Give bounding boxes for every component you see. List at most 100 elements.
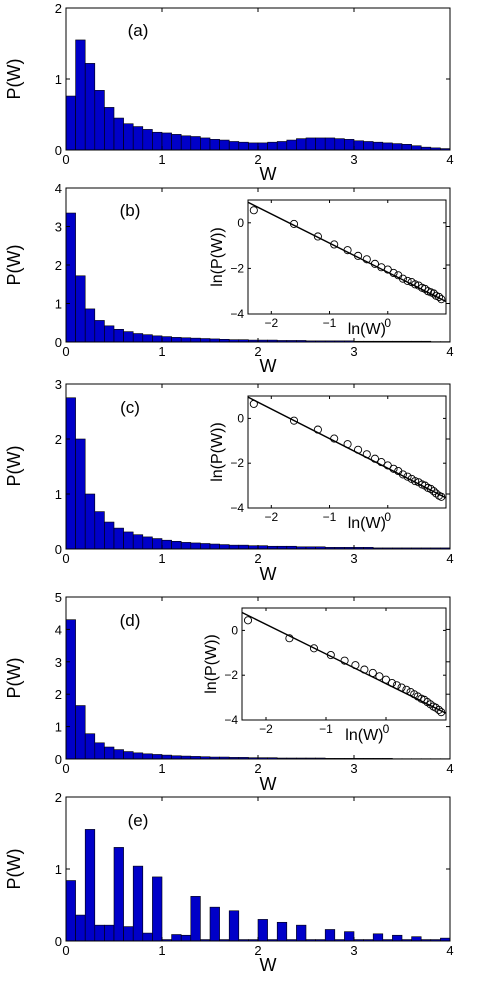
- bar: [152, 335, 163, 343]
- inset-x-tick-label: −2: [264, 510, 278, 524]
- y-tick-label: 2: [55, 258, 62, 273]
- panel-label: (b): [120, 201, 141, 220]
- bar: [334, 138, 345, 151]
- bar: [65, 95, 76, 151]
- bar: [152, 876, 163, 942]
- data-point: [313, 232, 322, 241]
- x-tick-label: 4: [446, 152, 453, 167]
- y-axis-label: P(W): [4, 245, 24, 286]
- bar: [315, 137, 326, 151]
- x-tick-label: 4: [446, 761, 453, 776]
- bar: [161, 539, 172, 550]
- bar: [209, 543, 220, 550]
- data-point: [429, 487, 438, 496]
- y-axis-label: P(W): [4, 59, 24, 100]
- bar: [180, 337, 192, 343]
- inset-x-axis-label: ln(W): [345, 727, 383, 744]
- bar: [142, 334, 153, 343]
- bar: [392, 143, 403, 151]
- bar: [75, 39, 86, 151]
- x-tick-label: 3: [350, 943, 357, 958]
- bar: [65, 212, 76, 343]
- data-point: [370, 259, 380, 268]
- data-point: [370, 454, 380, 463]
- inset-x-axis-label: ln(W): [348, 321, 386, 338]
- bar: [363, 141, 374, 151]
- inset-x-tick-label: −2: [259, 722, 273, 736]
- data-point: [434, 292, 444, 301]
- x-tick-label: 2: [254, 551, 261, 566]
- panel-e: 0 1 2 3 4 0 1 2 (e) W P(W): [4, 790, 454, 975]
- bar: [104, 746, 115, 760]
- bar: [296, 924, 307, 942]
- bar: [161, 754, 172, 760]
- bar: [257, 142, 268, 151]
- bar: [152, 754, 163, 760]
- inset-y-tick-label: 0: [237, 216, 244, 230]
- data-point: [389, 464, 398, 473]
- bar: [132, 752, 144, 760]
- bar: [123, 926, 134, 942]
- bar: [200, 137, 211, 151]
- data-point: [420, 284, 430, 293]
- x-tick-label: 1: [158, 344, 165, 359]
- bar: [180, 934, 192, 942]
- bar: [132, 333, 144, 343]
- bar: [161, 336, 172, 343]
- data-point: [313, 425, 322, 434]
- data-point: [375, 672, 384, 681]
- y-tick-label: 0: [55, 335, 62, 350]
- bar: [238, 544, 249, 550]
- inset-x-tick-label: 0: [383, 722, 390, 736]
- y-axis-label: P(W): [4, 658, 24, 699]
- x-tick-label: 0: [62, 152, 69, 167]
- data-point: [437, 295, 446, 304]
- bar: [104, 521, 115, 550]
- y-tick-label: 2: [55, 1, 62, 16]
- data-point: [437, 492, 446, 501]
- bar: [267, 141, 278, 151]
- bar: [65, 619, 76, 760]
- inset-y-axis-label: ln(P(W)): [209, 227, 226, 287]
- data-point: [403, 276, 412, 285]
- bar: [94, 320, 105, 343]
- data-point: [354, 445, 363, 454]
- data-point: [362, 450, 371, 459]
- data-point: [398, 470, 407, 479]
- bar: [324, 137, 336, 151]
- data-point: [403, 472, 412, 481]
- data-point: [368, 668, 377, 678]
- y-tick-label: 1: [55, 297, 62, 312]
- x-tick-label: 0: [62, 344, 69, 359]
- data-point: [285, 634, 294, 643]
- y-tick-label: 4: [55, 181, 62, 196]
- data-point: [362, 255, 371, 264]
- bar: [219, 544, 230, 550]
- x-tick-label: 2: [254, 152, 261, 167]
- x-tick-label: 1: [158, 551, 165, 566]
- bar: [200, 543, 211, 550]
- y-tick-label: 4: [55, 622, 62, 637]
- bar: [190, 136, 201, 151]
- bar: [171, 134, 182, 151]
- y-tick-label: 2: [55, 687, 62, 702]
- fit-line: [247, 201, 447, 303]
- x-axis-label: W: [260, 774, 277, 794]
- bar: [392, 934, 403, 942]
- x-tick-label: 2: [254, 943, 261, 958]
- data-point: [437, 708, 446, 717]
- bar: [180, 542, 192, 550]
- x-tick-label: 2: [254, 761, 261, 776]
- bar: [113, 527, 124, 550]
- bar: [372, 933, 384, 942]
- inset-y-tick-label: 0: [237, 411, 244, 425]
- bar: [75, 275, 86, 343]
- bar: [228, 141, 240, 151]
- bar: [104, 924, 115, 942]
- fit-line: [241, 611, 447, 714]
- bar: [94, 511, 105, 550]
- y-axis-label: P(W): [4, 446, 24, 487]
- bar: [65, 880, 76, 942]
- data-point: [326, 650, 335, 660]
